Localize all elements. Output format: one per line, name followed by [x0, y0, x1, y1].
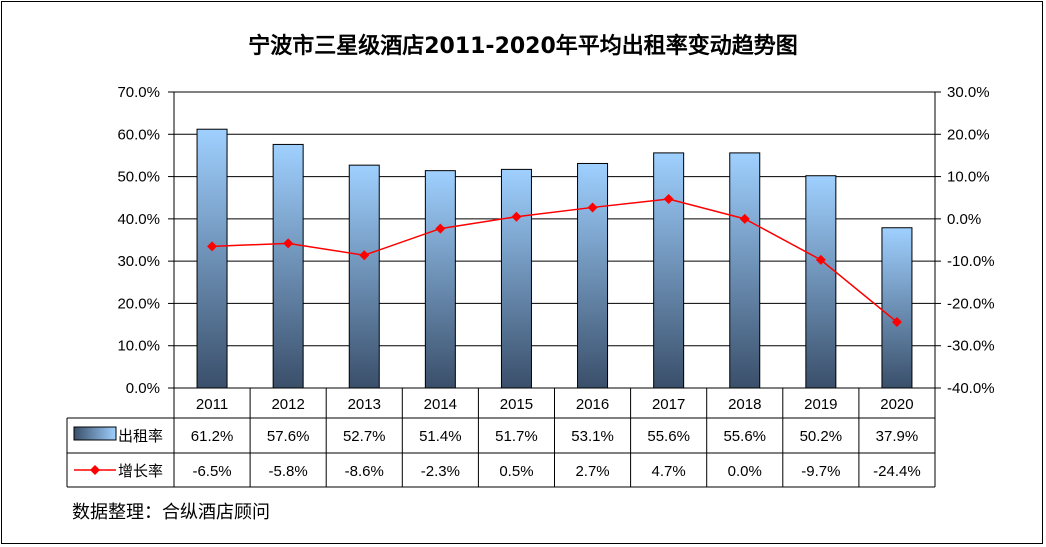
x-tick-label: 2013: [348, 396, 381, 413]
x-tick-label: 2018: [728, 396, 761, 413]
growth-value-label: 0.0%: [728, 463, 762, 480]
growth-value-label: -9.7%: [801, 463, 840, 480]
line-series: [207, 193, 902, 328]
x-tick-label: 2012: [271, 396, 304, 413]
growth-marker: [815, 254, 826, 265]
x-tick-label: 2020: [880, 396, 913, 413]
bar-value-label: 52.7%: [343, 428, 386, 445]
bar-value-label: 53.1%: [571, 428, 614, 445]
y-right-tick-label: 30.0%: [947, 84, 990, 101]
growth-marker: [891, 317, 902, 328]
y-right-tick-label: -40.0%: [947, 380, 995, 397]
y-right-tick-label: 10.0%: [947, 169, 990, 186]
growth-marker: [511, 211, 522, 222]
y-left-tick-label: 40.0%: [117, 211, 160, 228]
growth-value-label: 0.5%: [499, 463, 533, 480]
x-tick-label: 2019: [804, 396, 837, 413]
x-tick-label: 2016: [576, 396, 609, 413]
y-right-tick-label: -10.0%: [947, 253, 995, 270]
bar-value-label: 50.2%: [800, 428, 843, 445]
legend-key-bar: [73, 426, 117, 441]
growth-value-label: -5.8%: [269, 463, 308, 480]
growth-marker: [587, 202, 598, 213]
y-left-tick-label: 60.0%: [117, 126, 160, 143]
bar-series: [196, 128, 913, 389]
y-left-tick-label: 20.0%: [117, 295, 160, 312]
x-tick-label: 2011: [196, 396, 228, 413]
bar: [653, 152, 685, 389]
axes: 0.0% 10.0% 20.0% 30.0% 40.0% 50.0% 60.0% 70.0% -…: [117, 84, 994, 397]
bar: [272, 143, 304, 389]
bar-value-label: 51.4%: [419, 428, 462, 445]
y-right-tick-label: -20.0%: [947, 295, 995, 312]
bar-value-label: 61.2%: [191, 428, 234, 445]
x-tick-label: 2015: [500, 396, 533, 413]
growth-marker: [283, 238, 294, 249]
bar: [196, 128, 228, 389]
growth-marker: [663, 193, 674, 204]
bar: [348, 164, 380, 389]
growth-value-label: 2.7%: [575, 463, 609, 480]
bar-value-label: 37.9%: [876, 428, 919, 445]
y-left-tick-label: 50.0%: [117, 169, 160, 186]
growth-value-label: -6.5%: [192, 463, 231, 480]
bar: [577, 162, 609, 389]
bar-value-label: 57.6%: [267, 428, 310, 445]
legend-key-marker: [90, 465, 100, 475]
bar: [500, 168, 532, 389]
bar: [729, 152, 761, 389]
growth-marker: [435, 223, 446, 234]
bar-value-label: 55.6%: [647, 428, 690, 445]
legend-label-bar: 出租率: [118, 428, 163, 445]
y-right-tick-label: 0.0%: [947, 211, 981, 228]
y-left-tick-label: 30.0%: [117, 253, 160, 270]
y-right-tick-label: -30.0%: [947, 338, 995, 355]
growth-marker: [359, 250, 370, 261]
growth-value-label: -2.3%: [421, 463, 460, 480]
bar: [881, 227, 913, 389]
x-tick-label: 2014: [424, 396, 457, 413]
bar-value-label: 55.6%: [723, 428, 766, 445]
chart-title: 宁波市三星级酒店2011-2020年平均出租率变动趋势图: [248, 34, 798, 59]
bar: [805, 175, 837, 389]
growth-marker: [739, 213, 750, 224]
bar-value-label: 51.7%: [495, 428, 538, 445]
y-right-tick-label: 20.0%: [947, 126, 990, 143]
growth-value-label: -24.4%: [873, 463, 921, 480]
growth-marker: [207, 241, 218, 252]
x-tick-label: 2017: [652, 396, 685, 413]
growth-value-label: -8.6%: [345, 463, 384, 480]
growth-line: [212, 198, 898, 323]
y-left-tick-label: 70.0%: [117, 84, 160, 101]
source-note: 数据整理：合纵酒店顾问: [72, 502, 270, 523]
data-table: 2011 61.2% -6.5% 2012 57.6% -5.8% 2013 52.7% -8.…: [66, 388, 936, 488]
growth-value-label: 4.7%: [652, 463, 686, 480]
bar: [424, 170, 456, 389]
legend-label-line: 增长率: [118, 463, 163, 480]
y-left-tick-label: 10.0%: [117, 338, 160, 355]
y-left-tick-label: 0.0%: [126, 380, 160, 397]
